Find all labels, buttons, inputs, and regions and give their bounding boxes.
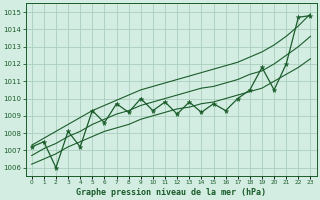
- X-axis label: Graphe pression niveau de la mer (hPa): Graphe pression niveau de la mer (hPa): [76, 188, 266, 197]
